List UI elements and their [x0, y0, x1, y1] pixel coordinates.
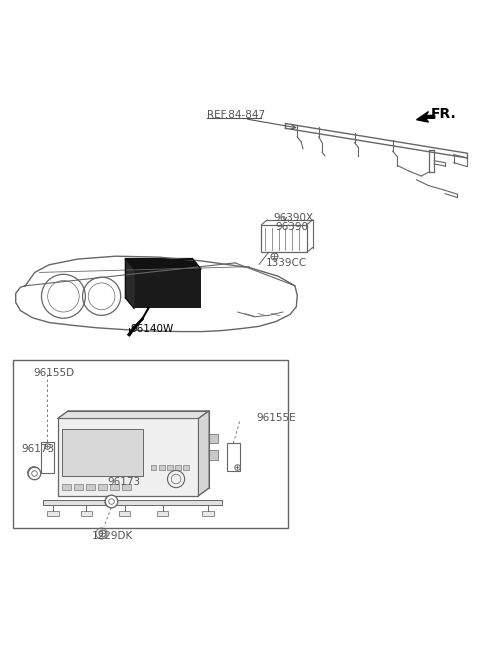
- Polygon shape: [43, 500, 222, 506]
- Text: 96173: 96173: [108, 478, 141, 488]
- Bar: [227, 444, 240, 471]
- Polygon shape: [417, 111, 435, 122]
- Text: 96173: 96173: [22, 444, 55, 454]
- Text: 96140W: 96140W: [130, 323, 173, 334]
- Bar: [58, 418, 199, 496]
- Text: 96390: 96390: [276, 221, 308, 231]
- Bar: [151, 465, 156, 470]
- Bar: [157, 511, 168, 516]
- Text: 96390X: 96390X: [274, 213, 313, 223]
- Bar: [134, 269, 201, 308]
- Text: 1339CC: 1339CC: [266, 258, 308, 268]
- Bar: [98, 484, 107, 490]
- Bar: [40, 442, 54, 473]
- Bar: [47, 511, 59, 516]
- Bar: [81, 511, 92, 516]
- Bar: [175, 465, 181, 470]
- Text: 96155D: 96155D: [34, 368, 75, 378]
- Bar: [202, 511, 214, 516]
- Bar: [119, 511, 130, 516]
- Bar: [13, 360, 288, 528]
- Bar: [62, 429, 143, 476]
- Text: REF.84-847: REF.84-847: [206, 110, 264, 120]
- Bar: [122, 484, 131, 490]
- Polygon shape: [58, 411, 209, 418]
- Polygon shape: [199, 411, 209, 496]
- Bar: [159, 465, 165, 470]
- Text: 96155E: 96155E: [257, 414, 296, 424]
- Bar: [167, 465, 173, 470]
- Bar: [183, 465, 189, 470]
- Text: 1229DK: 1229DK: [92, 531, 133, 541]
- Bar: [110, 484, 119, 490]
- Bar: [74, 484, 83, 490]
- Bar: [86, 484, 95, 490]
- Polygon shape: [125, 259, 134, 308]
- Bar: [209, 450, 217, 460]
- Polygon shape: [125, 259, 201, 269]
- Text: FR.: FR.: [431, 107, 456, 121]
- Bar: [62, 484, 71, 490]
- Bar: [262, 225, 307, 252]
- Bar: [209, 434, 217, 444]
